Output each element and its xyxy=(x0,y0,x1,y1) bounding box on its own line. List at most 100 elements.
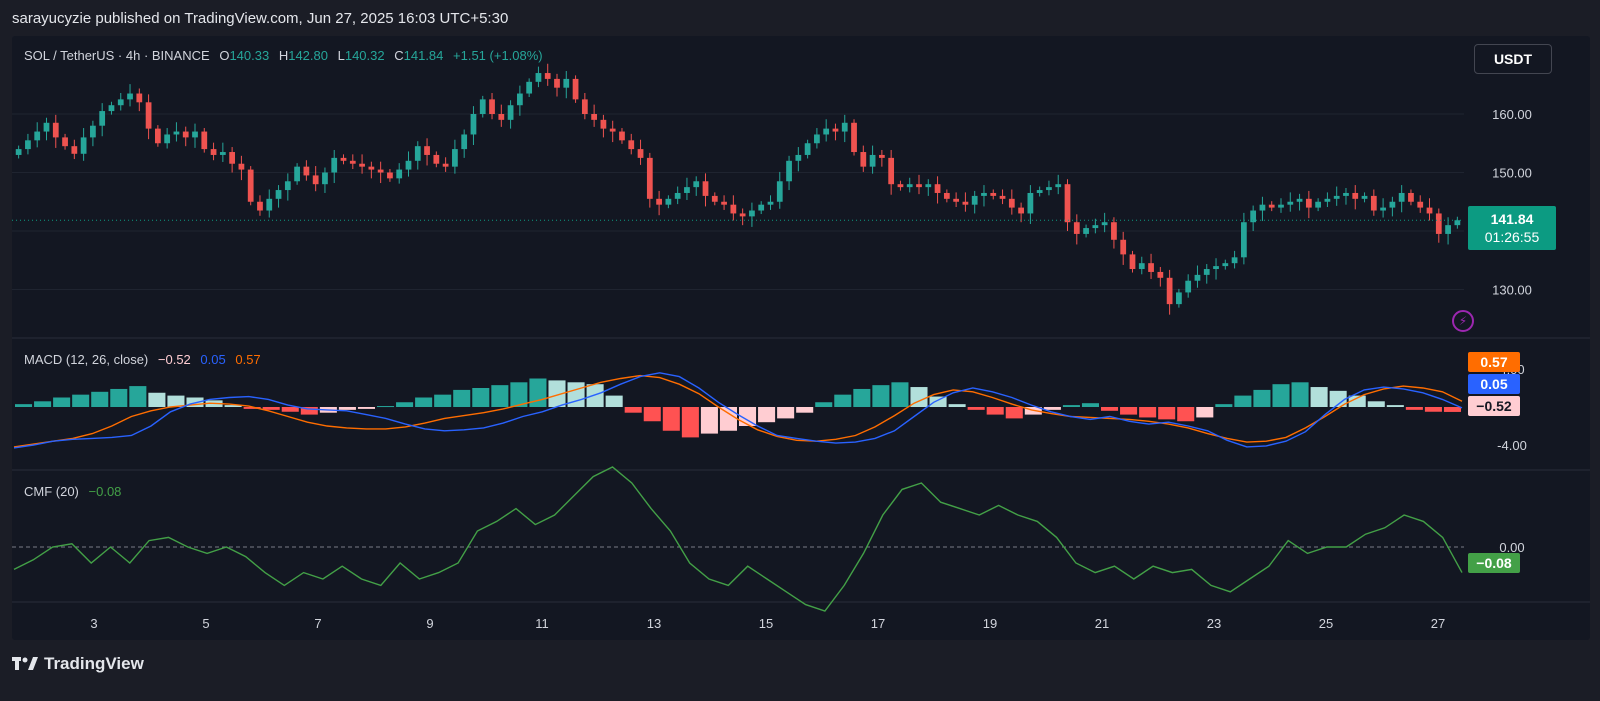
candle-body xyxy=(1111,222,1117,240)
candle-body xyxy=(684,187,690,193)
candle-body xyxy=(1073,222,1080,234)
candle-body xyxy=(275,190,282,199)
candle-body xyxy=(554,78,560,88)
candle-body xyxy=(962,201,969,205)
candle xyxy=(814,128,820,149)
candle xyxy=(294,163,300,185)
candle xyxy=(1083,224,1089,238)
cmf-axis-tick: 0.00 xyxy=(1499,540,1524,555)
candle-body xyxy=(359,163,365,167)
candle-body xyxy=(461,134,468,150)
candle-body xyxy=(43,122,50,132)
candle xyxy=(1194,265,1201,288)
candle xyxy=(1046,180,1052,196)
high-value: 142.80 xyxy=(288,48,328,63)
candle-body xyxy=(303,166,310,176)
candle-body xyxy=(154,128,161,144)
macd-histogram-bar xyxy=(1062,405,1080,407)
macd-histogram-bar xyxy=(662,407,680,431)
candle-body xyxy=(943,192,950,199)
currency-button[interactable]: USDT xyxy=(1474,44,1552,74)
macd-line-value: 0.05 xyxy=(200,352,226,367)
macd-histogram-bar xyxy=(929,396,947,407)
macd-histogram-bar xyxy=(167,395,185,407)
candle-body xyxy=(266,198,273,211)
time-axis-tick: 7 xyxy=(314,616,321,631)
candle xyxy=(387,168,393,182)
candle xyxy=(1027,185,1034,224)
cmf-tag: −0.08 xyxy=(1468,553,1520,573)
candle-body xyxy=(219,152,226,155)
candle xyxy=(563,71,570,99)
bar-countdown: 01:26:55 xyxy=(1484,229,1540,245)
candle-body xyxy=(117,99,124,106)
candle xyxy=(526,78,533,98)
candle-body xyxy=(507,105,514,120)
candle-body xyxy=(1268,204,1275,208)
macd-line xyxy=(13,372,1463,449)
candle-body xyxy=(1315,201,1322,208)
last-price: 141.84 xyxy=(1490,211,1534,227)
candle-body xyxy=(721,201,727,205)
candle xyxy=(1333,186,1340,206)
candle-body xyxy=(1101,222,1108,226)
macd-histogram-bar xyxy=(129,386,147,407)
chart-svg[interactable]: 160.00150.00140.00130.004.00-4.000.00357… xyxy=(12,36,1590,640)
candle xyxy=(776,171,783,209)
candle xyxy=(1398,185,1405,213)
chart-frame[interactable]: 160.00150.00140.00130.004.00-4.000.00357… xyxy=(12,36,1590,640)
macd-histogram-bar xyxy=(777,407,795,419)
macd-histogram-bar xyxy=(1272,384,1290,407)
candle xyxy=(823,119,830,142)
candle xyxy=(943,189,950,203)
candle-body xyxy=(795,154,802,161)
macd-histogram-bar xyxy=(1291,382,1309,407)
macd-histogram-bar xyxy=(1405,407,1423,410)
candle xyxy=(1008,189,1015,215)
candle-body xyxy=(749,210,755,217)
macd-histogram-bar xyxy=(243,407,261,409)
open-value: 140.33 xyxy=(229,48,270,63)
candle xyxy=(312,166,319,192)
macd-histogram-bar xyxy=(1081,403,1099,407)
candle-body xyxy=(442,163,449,167)
macd-histogram-bar xyxy=(224,405,242,407)
candle-body xyxy=(145,102,152,129)
candle xyxy=(721,195,727,210)
candle xyxy=(1445,217,1451,245)
candle xyxy=(34,122,41,148)
macd-name[interactable]: MACD (12, 26, close) xyxy=(24,352,149,367)
candle xyxy=(219,142,226,162)
candle-body xyxy=(1278,204,1284,208)
candle xyxy=(609,120,616,143)
symbol-label[interactable]: SOL / TetherUS · 4h · BINANCE xyxy=(24,48,210,63)
candle-body xyxy=(452,149,458,167)
candle-body xyxy=(786,160,792,182)
candle-body xyxy=(1352,192,1359,199)
candle-body xyxy=(1083,228,1089,234)
candle-body xyxy=(377,169,384,173)
candle-body xyxy=(739,213,746,217)
candle-body xyxy=(934,184,941,193)
candle-body xyxy=(1148,263,1154,272)
candle xyxy=(1148,253,1154,279)
candle-body xyxy=(1027,192,1034,214)
macd-histogram-bar xyxy=(872,385,890,407)
candle-body xyxy=(479,99,486,114)
candle-body xyxy=(1008,198,1015,208)
low-value: 140.32 xyxy=(344,48,385,63)
candle-body xyxy=(1380,207,1386,211)
candle-body xyxy=(516,93,523,106)
candle-body xyxy=(600,119,607,129)
macd-signal-tag: 0.57 xyxy=(1468,352,1520,372)
candle-body xyxy=(312,175,319,185)
cmf-name[interactable]: CMF (20) xyxy=(24,484,79,499)
macd-histogram-bar xyxy=(377,406,395,408)
candle-body xyxy=(591,114,598,120)
macd-histogram-bar xyxy=(1424,407,1442,412)
macd-histogram-bar xyxy=(643,407,661,422)
time-axis-tick: 13 xyxy=(647,616,661,631)
macd-histogram-bar xyxy=(1196,407,1214,418)
candle-body xyxy=(814,134,820,144)
lightning-icon[interactable]: ⚡ xyxy=(1452,310,1474,332)
